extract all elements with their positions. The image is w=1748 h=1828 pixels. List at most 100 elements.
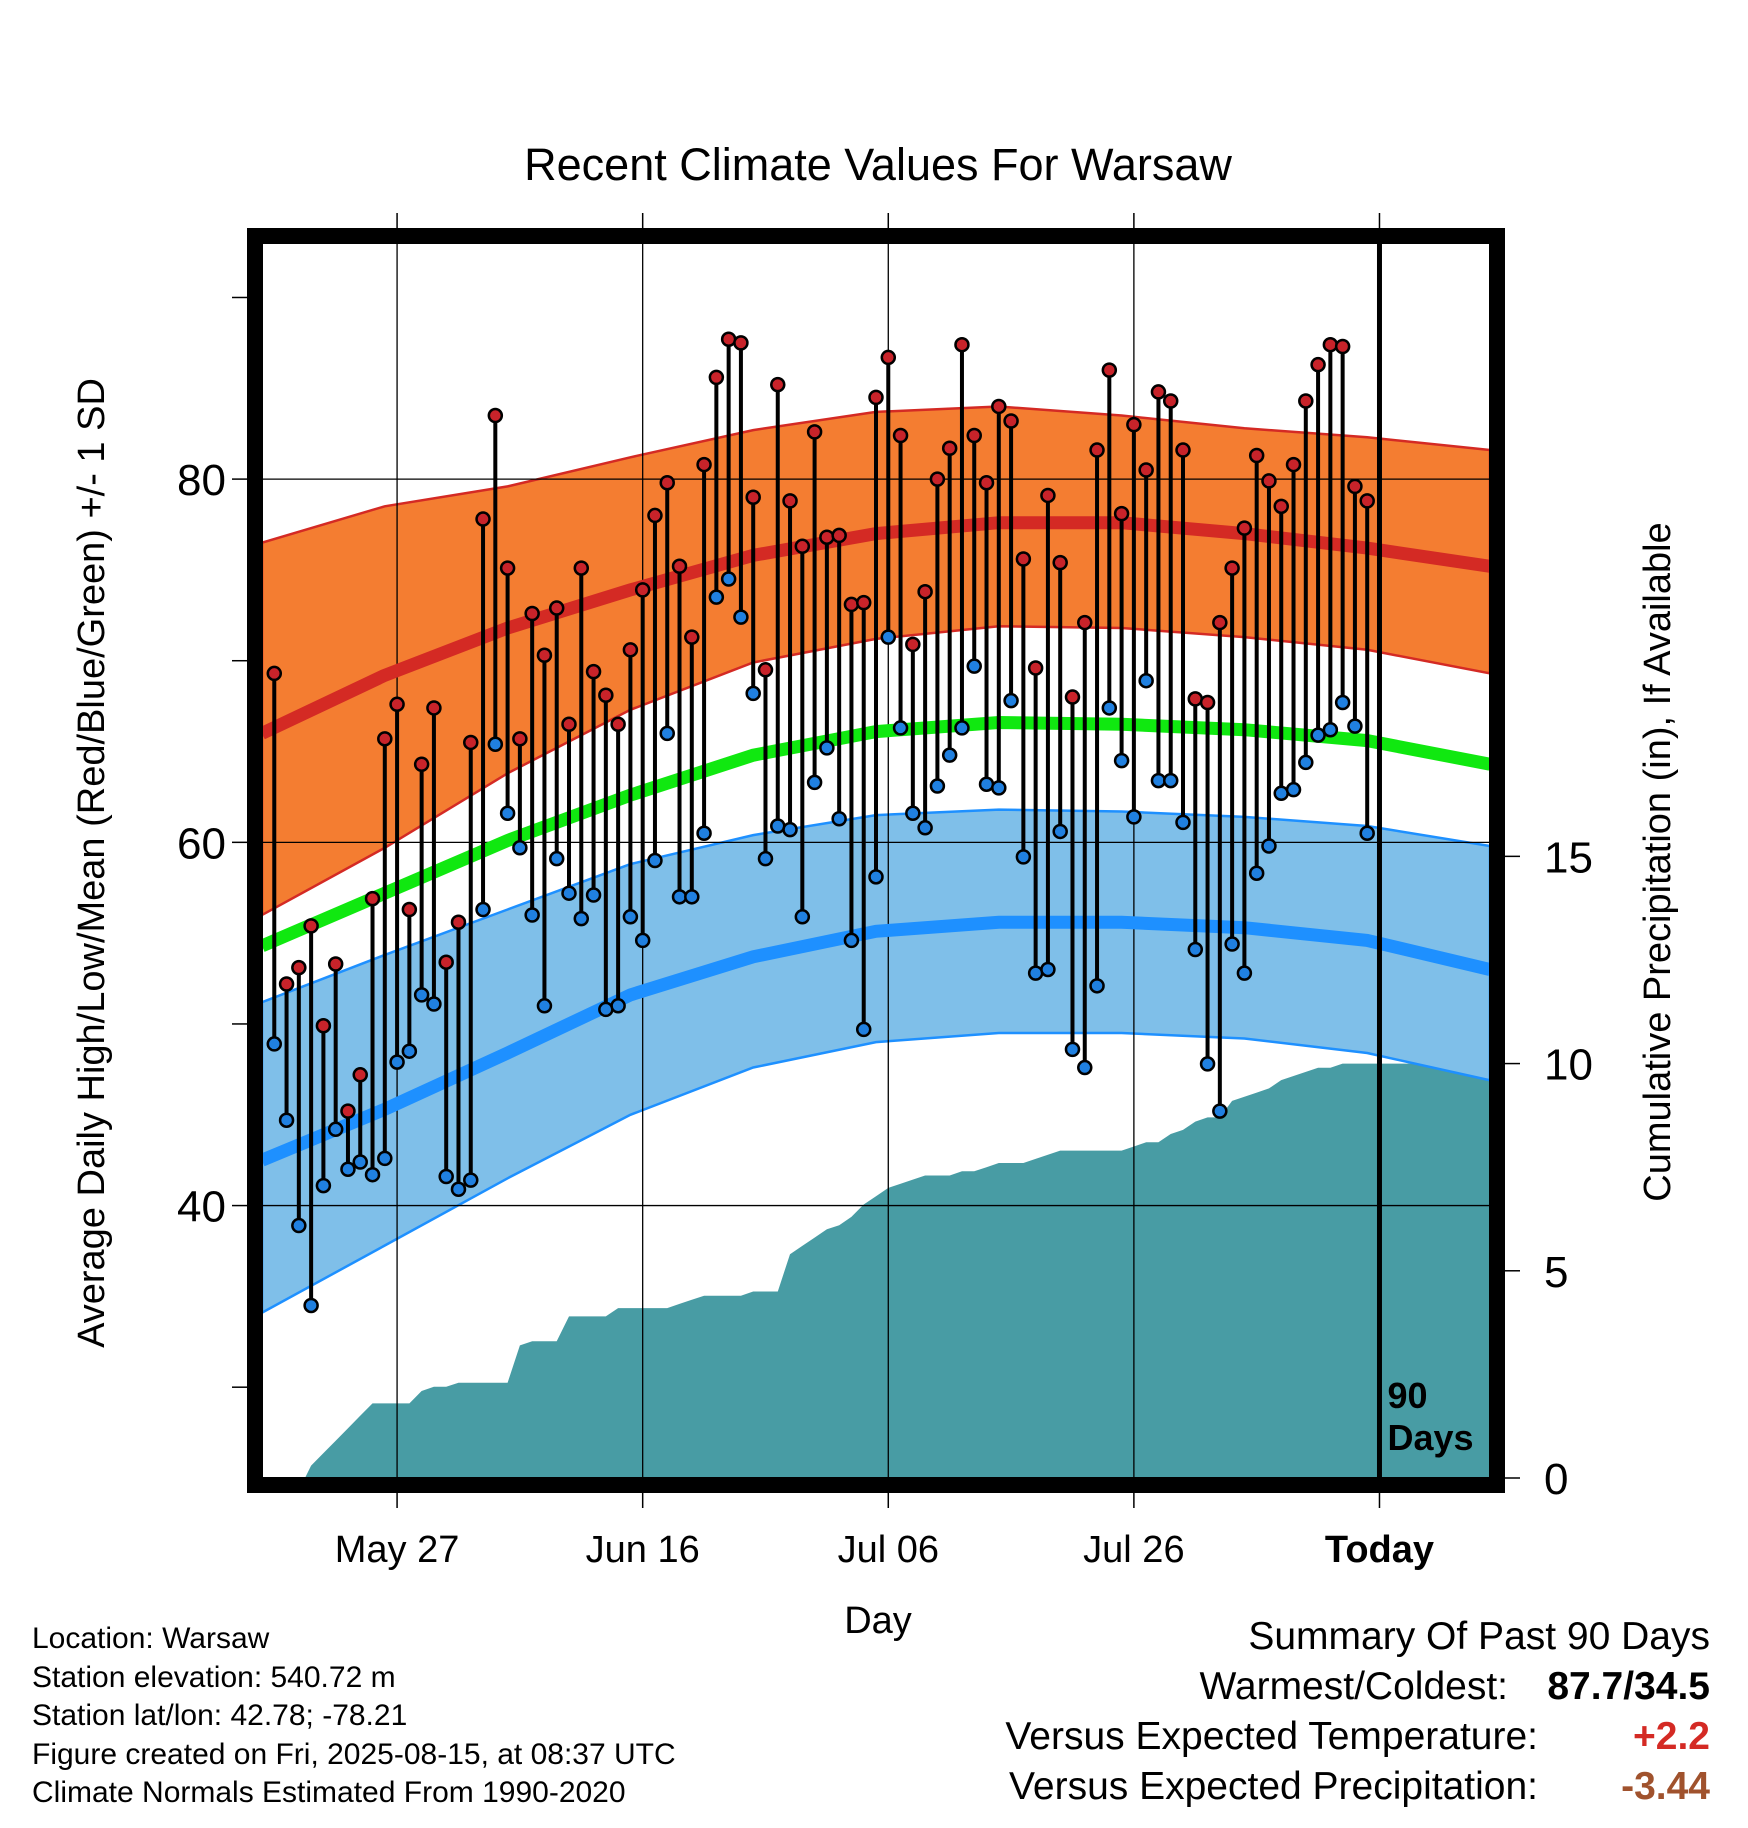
daily-high-point — [1212, 614, 1228, 631]
daily-low-point — [843, 932, 860, 949]
daily-low-point — [770, 818, 786, 834]
daily-high-point — [720, 331, 737, 348]
daily-high-point — [647, 507, 663, 524]
daily-high-point — [978, 474, 995, 491]
daily-high-point — [1347, 478, 1363, 495]
daily-low-point — [929, 778, 946, 794]
daily-high-point — [1175, 442, 1191, 458]
daily-high-point — [855, 594, 872, 611]
daily-low-point — [991, 780, 1007, 796]
daily-low-point — [1015, 849, 1032, 865]
daily-low-point — [1273, 785, 1289, 802]
daily-low-point — [1334, 694, 1351, 711]
daily-high-point — [1027, 660, 1044, 676]
x-tick-label: Jul 06 — [838, 1529, 939, 1571]
daily-high-point — [1248, 447, 1265, 464]
daily-low-point — [1113, 752, 1130, 769]
daily-low-point — [524, 907, 540, 923]
daily-low-point — [1040, 961, 1056, 978]
daily-high-point — [499, 560, 516, 576]
plot-frame — [247, 228, 1505, 1493]
daily-high-point — [941, 440, 958, 456]
daily-low-point — [389, 1054, 405, 1070]
daily-high-point — [377, 731, 393, 747]
daily-low-point — [659, 725, 675, 742]
daily-high-point — [426, 700, 442, 716]
daily-high-point — [917, 583, 933, 600]
daily-high-point — [389, 696, 405, 713]
precipitation-area — [305, 1063, 1490, 1478]
daily-low-point — [1187, 941, 1204, 958]
summary-heading: Summary Of Past 90 Days — [1248, 1615, 1710, 1658]
precipitation-label: Versus Expected Precipitation: — [1009, 1765, 1538, 1808]
daily-high-point — [413, 756, 430, 772]
daily-low-point — [1285, 781, 1302, 798]
daily-high-point — [573, 560, 590, 576]
daily-low-point — [1347, 718, 1363, 734]
daily-low-point — [941, 747, 958, 763]
daily-high-point — [1359, 493, 1375, 509]
daily-low-point — [733, 609, 749, 625]
daily-high-point — [1150, 384, 1167, 400]
y-tick-label-left: 60 — [177, 819, 226, 868]
y-axis-label-left: Average Daily High/Low/Mean (Red/Blue/Gr… — [71, 378, 113, 1348]
y-tick-label-right: 5 — [1544, 1248, 1568, 1297]
daily-high-point — [696, 456, 712, 473]
latlon-text: Station lat/lon: 42.78; -78.21 — [32, 1699, 408, 1732]
daily-high-point — [585, 663, 602, 680]
daily-low-point — [278, 1112, 295, 1128]
daily-high-point — [487, 407, 504, 424]
daily-high-point — [266, 665, 283, 682]
daily-low-point — [1359, 825, 1375, 842]
daily-low-point — [696, 825, 712, 842]
summary-temperature: Versus Expected Temperature: +2.2 — [1005, 1712, 1710, 1762]
daily-high-point — [1101, 362, 1118, 378]
daily-low-point — [291, 1217, 307, 1234]
daily-high-point — [671, 558, 688, 575]
daily-high-point — [1089, 442, 1105, 458]
daily-high-point — [315, 1018, 332, 1034]
daily-high-point — [868, 389, 884, 406]
daily-high-point — [1298, 393, 1314, 409]
daily-low-point — [831, 810, 847, 827]
x-tick-label: Jul 26 — [1083, 1529, 1184, 1571]
daily-high-point — [991, 398, 1007, 415]
daily-high-point — [1003, 413, 1019, 429]
daily-low-point — [708, 589, 725, 605]
daily-low-point — [303, 1297, 319, 1314]
daily-low-point — [561, 885, 577, 901]
daily-high-point — [450, 914, 467, 930]
daily-low-point — [512, 840, 528, 856]
daily-high-point — [340, 1103, 356, 1119]
daily-high-point — [610, 716, 626, 733]
daily-high-point — [954, 336, 970, 353]
station-info: Location: Warsaw Station elevation: 540.… — [32, 1620, 676, 1813]
daily-high-point — [475, 511, 491, 527]
daily-low-point — [548, 850, 565, 867]
x-axis-label: Day — [844, 1600, 912, 1642]
daily-low-point — [1199, 1056, 1216, 1072]
warmest-coldest-value: 87.7/34.5 — [1547, 1665, 1710, 1708]
daily-high-point — [1261, 473, 1277, 489]
daily-low-point — [327, 1121, 344, 1138]
daily-low-point — [855, 1021, 872, 1038]
daily-low-point — [1003, 692, 1019, 709]
daily-high-point — [1077, 614, 1093, 631]
daily-high-point — [291, 959, 307, 976]
precipitation-value: -3.44 — [1621, 1765, 1710, 1808]
daily-low-point — [954, 720, 970, 736]
daily-low-point — [438, 1168, 454, 1185]
daily-high-point — [1236, 520, 1253, 536]
daily-low-point — [917, 820, 933, 836]
daily-low-point — [487, 736, 504, 753]
summary-warmest-coldest: Warmest/Coldest: 87.7/34.5 — [1005, 1662, 1710, 1712]
daily-low-point — [426, 996, 442, 1012]
elevation-text: Station elevation: 540.72 m — [32, 1660, 396, 1694]
daily-high-point — [929, 471, 946, 487]
daily-low-point — [634, 932, 651, 949]
normals-text: Climate Normals Estimated From 1990-2020 — [32, 1776, 626, 1809]
daily-high-point — [598, 687, 614, 703]
daily-high-point — [1224, 560, 1240, 576]
created-text: Figure created on Fri, 2025-08-15, at 08… — [32, 1737, 676, 1771]
daily-low-point — [1126, 809, 1142, 825]
